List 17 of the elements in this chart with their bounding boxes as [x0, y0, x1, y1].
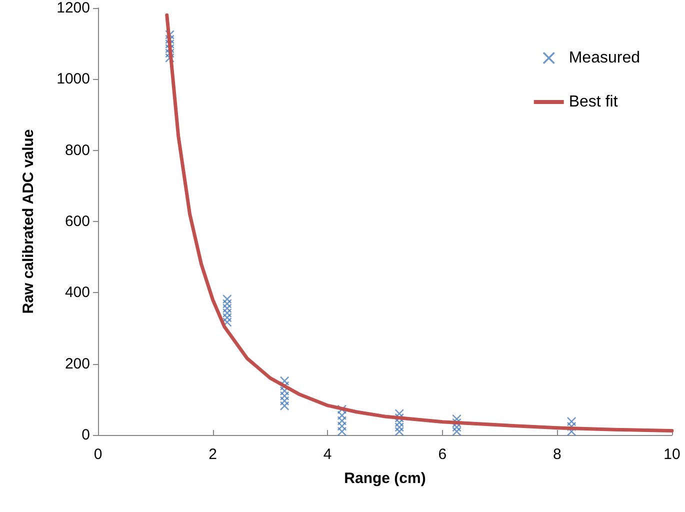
y-tick-label: 1000 — [56, 70, 90, 88]
x-tick-label: 6 — [438, 446, 447, 463]
y-tick-label: 1200 — [56, 0, 90, 16]
legend-label: Measured — [568, 50, 640, 66]
y-tick-label: 800 — [64, 142, 90, 159]
x-tick-label: 8 — [553, 446, 562, 463]
x-tick-label: 2 — [208, 446, 217, 463]
legend-label: Best fit — [568, 94, 618, 110]
y-tick-label: 0 — [82, 426, 90, 444]
y-tick-label: 200 — [64, 355, 90, 372]
x-axis-title: Range (cm) — [344, 470, 426, 487]
x-tick-label: 0 — [94, 446, 102, 463]
y-tick-label: 600 — [64, 213, 90, 230]
y-tick-label: 400 — [64, 284, 90, 302]
y-axis-title: Raw calibrated ADC value — [20, 129, 37, 314]
x-tick-label: 4 — [323, 446, 332, 463]
x-tick-label: 10 — [664, 446, 680, 463]
